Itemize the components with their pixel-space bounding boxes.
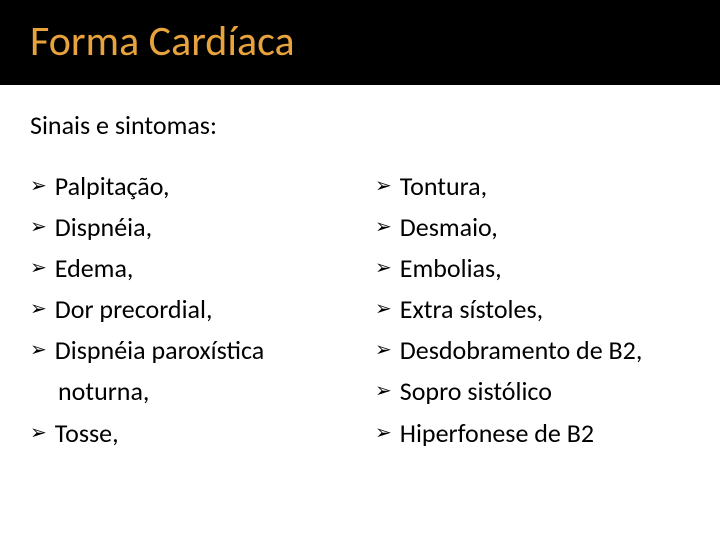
columns-container: ➢ Palpitação, ➢ Dispnéia, ➢ Edema, ➢ Dor… — [30, 169, 690, 457]
item-text: Desdobramento de B2, — [400, 333, 643, 368]
bullet-icon: ➢ — [30, 214, 47, 241]
list-item: ➢ Extra sístoles, — [375, 292, 690, 327]
list-item: ➢ Embolias, — [375, 251, 690, 286]
item-text: Dispnéia paroxística — [55, 333, 264, 368]
item-text: Extra sístoles, — [400, 292, 543, 327]
slide-title: Forma Cardíaca — [30, 16, 690, 67]
list-item: ➢ Desdobramento de B2, — [375, 333, 690, 368]
item-text: Desmaio, — [400, 210, 498, 245]
bullet-icon: ➢ — [375, 378, 392, 405]
bullet-icon: ➢ — [375, 255, 392, 282]
list-item: ➢ Desmaio, — [375, 210, 690, 245]
list-item: ➢ Dispnéia, — [30, 210, 345, 245]
item-text: Tosse, — [55, 416, 119, 451]
item-text: Edema, — [55, 251, 134, 286]
list-item: ➢ Sopro sistólico — [375, 374, 690, 409]
list-item: ➢ Edema, — [30, 251, 345, 286]
bullet-icon: ➢ — [30, 420, 47, 447]
item-text: Tontura, — [400, 169, 487, 204]
bullet-icon: ➢ — [375, 337, 392, 364]
item-text: Sopro sistólico — [400, 374, 552, 409]
item-text: Palpitação, — [55, 169, 170, 204]
bullet-icon: ➢ — [30, 296, 47, 323]
list-item: ➢ Tosse, — [30, 416, 345, 451]
subtitle: Sinais e sintomas: — [30, 109, 690, 141]
right-column: ➢ Tontura, ➢ Desmaio, ➢ Embolias, ➢ Extr… — [375, 169, 690, 457]
item-text: Hiperfonese de B2 — [400, 416, 594, 451]
item-text: Dispnéia, — [55, 210, 152, 245]
list-item-continuation: noturna, — [58, 374, 345, 409]
left-column: ➢ Palpitação, ➢ Dispnéia, ➢ Edema, ➢ Dor… — [30, 169, 345, 457]
list-item: ➢ Dispnéia paroxística — [30, 333, 345, 368]
bullet-icon: ➢ — [375, 214, 392, 241]
bullet-icon: ➢ — [30, 255, 47, 282]
list-item: ➢ Tontura, — [375, 169, 690, 204]
bullet-icon: ➢ — [375, 296, 392, 323]
list-item: ➢ Dor precordial, — [30, 292, 345, 327]
list-item: ➢ Palpitação, — [30, 169, 345, 204]
content-area: Sinais e sintomas: ➢ Palpitação, ➢ Dispn… — [0, 85, 720, 457]
bullet-icon: ➢ — [30, 173, 47, 200]
title-bar: Forma Cardíaca — [0, 0, 720, 85]
bullet-icon: ➢ — [30, 337, 47, 364]
list-item: ➢ Hiperfonese de B2 — [375, 416, 690, 451]
bullet-icon: ➢ — [375, 420, 392, 447]
bullet-icon: ➢ — [375, 173, 392, 200]
item-text: Dor precordial, — [55, 292, 213, 327]
item-text: noturna, — [58, 374, 149, 409]
item-text: Embolias, — [400, 251, 502, 286]
